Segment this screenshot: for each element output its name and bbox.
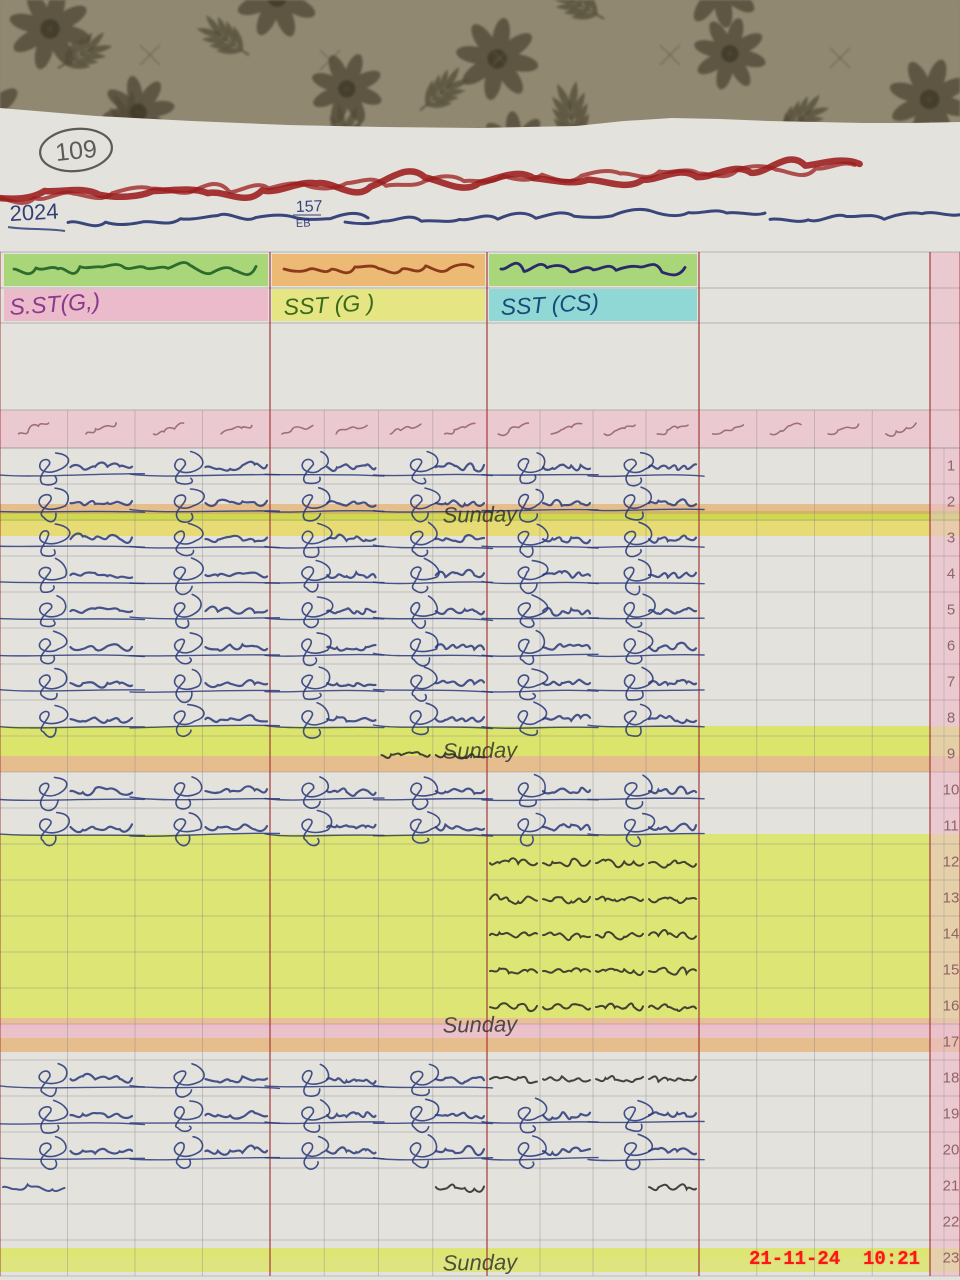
svg-text:SST (G ): SST (G ) [283, 289, 375, 320]
svg-text:1: 1 [947, 457, 955, 474]
svg-text:157: 157 [296, 198, 323, 216]
svg-text:11: 11 [943, 817, 959, 834]
svg-text:3: 3 [947, 529, 955, 546]
svg-text:Sunday: Sunday [442, 1011, 519, 1037]
svg-text:EB: EB [296, 217, 311, 230]
svg-text:5: 5 [947, 601, 955, 618]
svg-text:19: 19 [943, 1105, 960, 1122]
svg-text:16: 16 [943, 997, 960, 1014]
svg-text:2: 2 [947, 493, 955, 510]
svg-text:22: 22 [943, 1213, 960, 1230]
svg-text:21: 21 [943, 1177, 960, 1194]
svg-text:15: 15 [943, 961, 960, 978]
svg-text:6: 6 [947, 637, 955, 654]
svg-text:109: 109 [54, 135, 98, 167]
svg-text:Sunday: Sunday [442, 1249, 519, 1275]
svg-text:20: 20 [943, 1141, 960, 1158]
svg-text:4: 4 [947, 565, 955, 582]
svg-text:14: 14 [943, 925, 960, 942]
svg-text:10: 10 [943, 781, 960, 798]
svg-text:12: 12 [943, 853, 960, 870]
svg-text:SST (CS): SST (CS) [500, 289, 600, 320]
svg-text:Sunday: Sunday [442, 501, 519, 527]
svg-text:9: 9 [947, 745, 955, 762]
svg-text:18: 18 [943, 1069, 960, 1086]
svg-text:13: 13 [943, 889, 960, 906]
svg-text:8: 8 [947, 709, 955, 726]
svg-text:17: 17 [943, 1033, 960, 1050]
svg-text:2024: 2024 [9, 198, 59, 226]
svg-text:7: 7 [947, 673, 955, 690]
svg-text:Sunday: Sunday [442, 737, 519, 763]
